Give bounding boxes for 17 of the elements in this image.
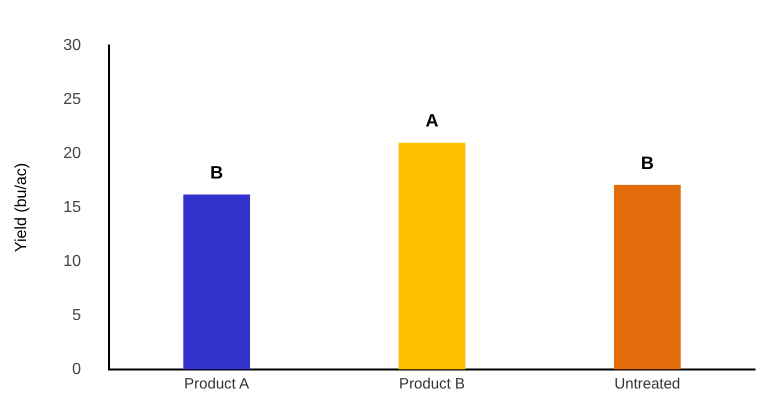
annotation: B bbox=[210, 162, 224, 183]
annotation: B bbox=[640, 152, 654, 173]
y-tick-label: 15 bbox=[63, 198, 82, 216]
bar bbox=[398, 142, 466, 370]
y-tick-label: 20 bbox=[63, 144, 82, 162]
annotation: A bbox=[426, 110, 438, 131]
y-tick-label: 25 bbox=[63, 90, 82, 108]
bar bbox=[614, 184, 681, 370]
bar bbox=[183, 194, 250, 370]
y-tick-label: 10 bbox=[63, 252, 82, 270]
x-tick-label: Untreated bbox=[614, 376, 680, 393]
x-tick-label: Product B bbox=[399, 376, 465, 393]
y-tick-label: 0 bbox=[72, 360, 82, 378]
x-tick-label: Product A bbox=[184, 376, 250, 393]
y-tick-label: 30 bbox=[63, 37, 82, 54]
y-axis-title: Yield (bu/ac) bbox=[13, 162, 30, 252]
y-tick-label: 5 bbox=[72, 306, 82, 324]
